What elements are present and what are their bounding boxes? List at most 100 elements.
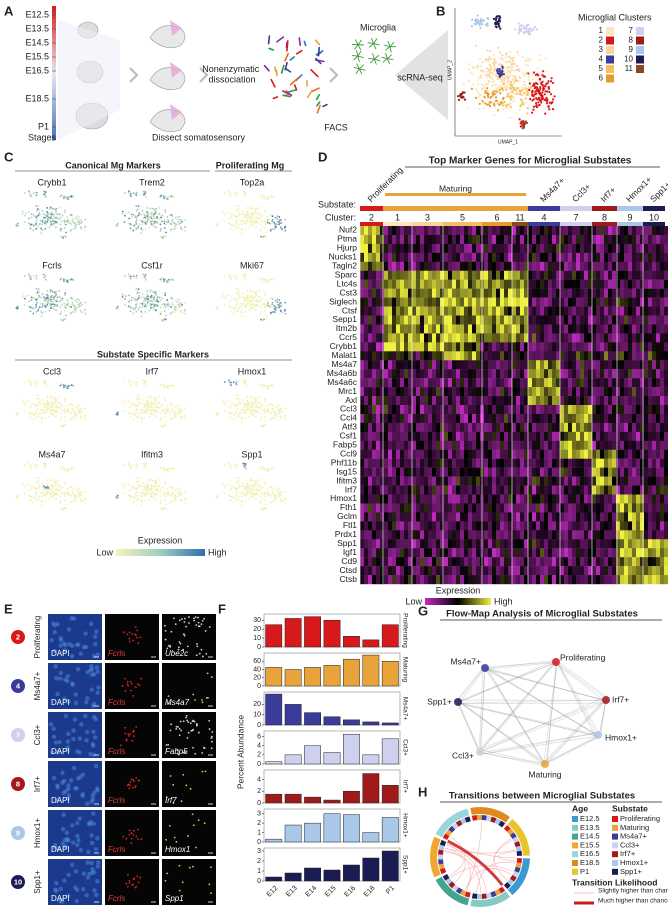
expression-point	[130, 311, 132, 313]
heatmap-cell	[660, 271, 664, 280]
heatmap-cell	[580, 307, 584, 316]
expression-point	[240, 421, 242, 423]
heatmap-cell	[368, 333, 372, 342]
umap-point	[519, 93, 521, 95]
expression-point	[37, 291, 39, 293]
expression-point	[160, 311, 162, 313]
expression-point	[176, 223, 178, 225]
heatmap-cell	[428, 262, 432, 271]
expression-point	[272, 215, 274, 217]
heatmap-cell	[592, 324, 596, 333]
heatmap-cell	[436, 235, 440, 244]
expression-point	[180, 302, 182, 304]
expression-point	[267, 411, 269, 413]
heatmap-cell	[648, 226, 652, 235]
expression-point	[236, 381, 238, 383]
heatmap-cell	[384, 253, 388, 262]
heatmap-cell	[372, 235, 376, 244]
umap-point	[518, 29, 520, 31]
expression-point	[50, 303, 52, 305]
expression-point	[230, 466, 232, 468]
heatmap-cell	[628, 351, 632, 360]
expression-point	[66, 469, 68, 471]
umap-point	[527, 79, 529, 81]
heatmap-cell	[360, 262, 364, 271]
microglia-sketch	[356, 69, 360, 74]
expression-point	[147, 297, 149, 299]
heatmap-cell	[444, 316, 448, 325]
expression-point	[261, 409, 263, 411]
expression-point	[252, 208, 254, 210]
umap-point	[550, 93, 552, 95]
expression-point	[155, 494, 157, 496]
microglia-sketch	[382, 57, 388, 58]
heatmap-cell	[660, 316, 664, 325]
umap-point	[509, 71, 511, 73]
expression-point	[155, 291, 157, 293]
heatmap-cell	[604, 307, 608, 316]
expression-point	[80, 408, 82, 410]
heatmap-cell	[552, 333, 556, 342]
heatmap-cell	[612, 307, 616, 316]
heatmap-cell	[584, 280, 588, 289]
heatmap-cell	[656, 253, 660, 262]
heatmap-cell	[380, 244, 384, 253]
expression-point	[151, 406, 153, 408]
heatmap-cell	[504, 324, 508, 333]
heatmap-cell	[592, 316, 596, 325]
expression-point	[240, 492, 242, 494]
expression-point	[180, 415, 182, 417]
umap-point	[498, 63, 500, 65]
umap-point	[527, 72, 529, 74]
heatmap-cell	[360, 271, 364, 280]
heatmap-cell	[596, 360, 600, 369]
heatmap-cell	[528, 271, 532, 280]
expression-point	[228, 192, 230, 194]
expression-point	[144, 303, 146, 305]
umap-point	[510, 98, 512, 100]
heatmap-cell	[556, 360, 560, 369]
heatmap-cell	[644, 262, 648, 271]
expression-point	[228, 379, 230, 381]
expression-point	[260, 194, 262, 196]
heatmap-cell	[656, 342, 660, 351]
expression-point	[164, 294, 166, 296]
heatmap-cell	[444, 253, 448, 262]
expression-point	[33, 192, 35, 194]
umap-point	[521, 72, 523, 74]
expression-point	[131, 403, 133, 405]
heatmap-cell	[616, 360, 620, 369]
expression-point	[138, 212, 140, 214]
expression-point	[39, 223, 41, 225]
expression-point	[133, 497, 135, 499]
expression-point	[240, 500, 242, 502]
expression-point	[151, 217, 153, 219]
heatmap-cell	[560, 244, 564, 253]
expression-point	[146, 493, 148, 495]
expression-point	[63, 280, 65, 282]
heatmap-cell	[420, 360, 424, 369]
heatmap-cell	[496, 262, 500, 271]
heatmap-cell	[664, 316, 668, 325]
heatmap-cell	[384, 360, 388, 369]
umap-point	[468, 68, 470, 70]
expression-point	[222, 485, 224, 487]
expression-point	[25, 295, 27, 297]
expression-point	[184, 226, 186, 228]
expression-point	[270, 223, 272, 225]
heatmap-cell	[420, 244, 424, 253]
expression-point	[260, 277, 262, 279]
expression-point	[239, 412, 241, 414]
heatmap-cell	[440, 360, 444, 369]
heatmap-cell	[404, 271, 408, 280]
expression-point	[55, 415, 57, 417]
heatmap-cell	[640, 235, 644, 244]
heatmap-cell	[576, 316, 580, 325]
expression-point	[42, 210, 44, 212]
expression-point	[77, 493, 79, 495]
heatmap-cell	[400, 342, 404, 351]
expression-point	[84, 230, 86, 232]
expression-point	[266, 216, 268, 218]
heatmap-cell	[616, 333, 620, 342]
expression-point	[228, 275, 230, 277]
